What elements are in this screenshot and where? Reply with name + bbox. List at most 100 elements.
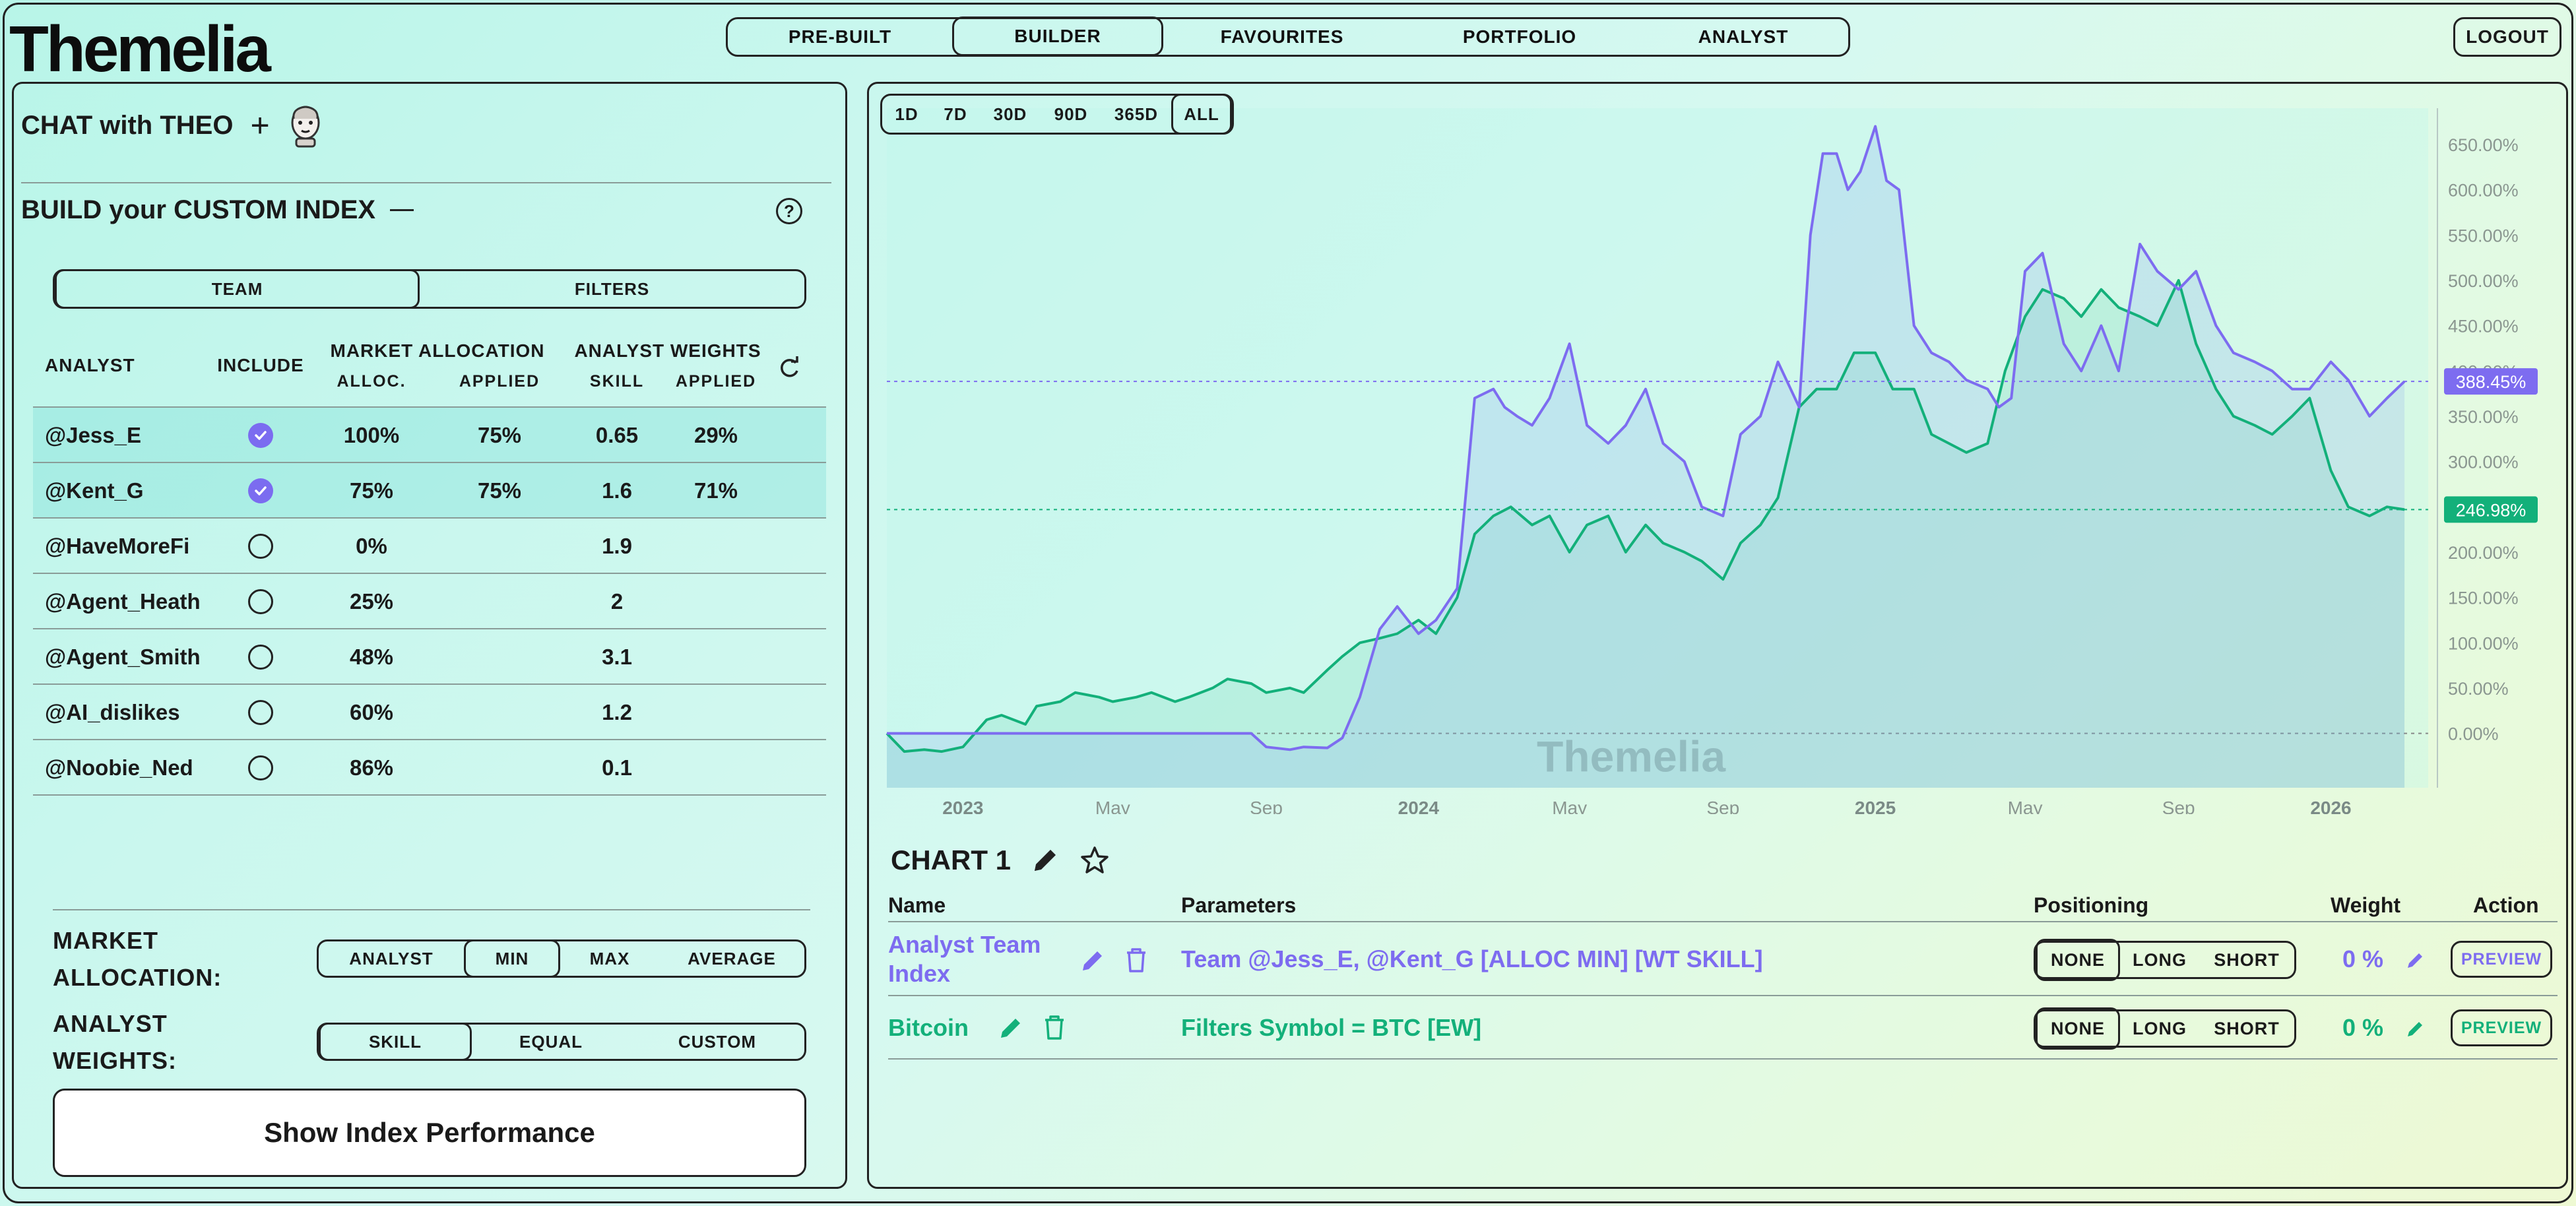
position-short[interactable]: SHORT xyxy=(2214,1018,2280,1038)
weight-option-skill[interactable]: SKILL xyxy=(319,1023,472,1061)
theo-avatar-icon[interactable] xyxy=(287,103,324,148)
analyst-name: @Kent_G xyxy=(45,478,144,503)
y-tick-label: 550.00% xyxy=(2448,226,2519,245)
include-checkbox-unchecked[interactable] xyxy=(248,755,273,780)
range-7d[interactable]: 7D xyxy=(944,104,967,124)
tab-team[interactable]: TEAM xyxy=(55,269,420,309)
skill-value: 0.65 xyxy=(595,423,639,447)
y-tick-label: 0.00% xyxy=(2448,724,2499,744)
range-90d[interactable]: 90D xyxy=(1054,104,1088,124)
edit-icon[interactable] xyxy=(998,1015,1024,1041)
alloc-applied-value: 75% xyxy=(477,423,522,447)
include-checkbox-checked[interactable] xyxy=(248,478,273,503)
position-none[interactable]: NONE xyxy=(2036,939,2120,981)
market-allocation-label: MARKET ALLOCATION: xyxy=(53,922,222,996)
x-tick-label: Sep xyxy=(1706,798,1739,814)
analyst-weights-label: ANALYST WEIGHTS: xyxy=(53,1005,177,1079)
edit-chart-icon[interactable] xyxy=(1031,846,1060,875)
tab-filters[interactable]: FILTERS xyxy=(574,278,650,299)
position-weight: 0 % xyxy=(2342,945,2384,972)
position-long[interactable]: LONG xyxy=(2133,949,2187,970)
param-key: Filters xyxy=(1181,1014,1253,1041)
range-all[interactable]: ALL xyxy=(1171,94,1232,135)
include-cell xyxy=(211,408,310,463)
help-icon[interactable]: ? xyxy=(776,198,802,224)
last-value-label: 246.98% xyxy=(2456,500,2527,520)
collapse-icon[interactable] xyxy=(390,209,414,211)
nav-prebuilt[interactable]: PRE-BUILT xyxy=(788,26,892,47)
show-index-performance-button[interactable]: Show Index Performance xyxy=(53,1089,806,1177)
edit-icon[interactable] xyxy=(1079,947,1106,974)
nav-builder[interactable]: BUILDER xyxy=(952,16,1163,56)
position-name[interactable]: Analyst Team Index xyxy=(888,930,1041,988)
time-range-selector: 1D 7D 30D 90D 365D ALL xyxy=(880,94,1234,135)
include-checkbox-unchecked[interactable] xyxy=(248,645,273,670)
edit-weight-icon[interactable] xyxy=(2406,1019,2426,1038)
position-parameters: Team @Jess_E, @Kent_G [ALLOC MIN] [WT SK… xyxy=(1181,922,1763,996)
analyst-row[interactable]: @AI_dislikes 60% 1.2 xyxy=(33,685,826,740)
chat-title: CHAT with THEO xyxy=(21,110,234,140)
position-name-line2: Index xyxy=(888,960,951,987)
col-action: Action xyxy=(2473,893,2539,917)
include-checkbox-unchecked[interactable] xyxy=(248,534,273,559)
alloc-applied-value: 75% xyxy=(477,478,522,503)
col-skill: SKILL xyxy=(589,372,645,391)
alloc-value: 25% xyxy=(349,589,394,614)
col-positioning: Positioning xyxy=(2034,893,2149,917)
position-name[interactable]: Bitcoin xyxy=(888,1014,969,1041)
performance-chart[interactable]: 650.00%600.00%550.00%500.00%450.00%400.0… xyxy=(867,82,2568,814)
analyst-row[interactable]: @Noobie_Ned 86% 0.1 xyxy=(33,740,826,796)
logout-button[interactable]: LOGOUT xyxy=(2453,17,2561,57)
analyst-table-header: ANALYST INCLUDE MARKET ALLOCATION ALLOC.… xyxy=(33,336,826,408)
range-365d[interactable]: 365D xyxy=(1114,104,1159,124)
chat-add-icon[interactable]: + xyxy=(250,107,270,144)
preview-button[interactable]: PREVIEW xyxy=(2451,1009,2552,1046)
delete-icon[interactable] xyxy=(1043,1013,1066,1041)
col-analyst: ANALYST xyxy=(45,355,135,375)
position-long[interactable]: LONG xyxy=(2133,1018,2187,1038)
app-logo[interactable]: Themelia xyxy=(9,13,271,85)
weight-applied-value xyxy=(666,629,765,685)
analyst-row[interactable]: @HaveMoreFi 0% 1.9 xyxy=(33,519,826,574)
preview-button[interactable]: PREVIEW xyxy=(2451,941,2552,978)
alloc-option-min[interactable]: MIN xyxy=(464,939,560,978)
position-short[interactable]: SHORT xyxy=(2214,949,2280,970)
alloc-option-average[interactable]: AVERAGE xyxy=(688,948,776,968)
alloc-option-analyst[interactable]: ANALYST xyxy=(349,948,434,968)
weight-option-equal[interactable]: EQUAL xyxy=(519,1031,583,1052)
nav-portfolio[interactable]: PORTFOLIO xyxy=(1462,26,1577,47)
refresh-icon[interactable] xyxy=(776,355,802,381)
nav-analyst[interactable]: ANALYST xyxy=(1698,26,1789,47)
range-1d[interactable]: 1D xyxy=(895,104,918,124)
chart-panel xyxy=(867,82,2568,1189)
series-line-bitcoin[interactable] xyxy=(886,278,2405,753)
build-title: BUILD your CUSTOM INDEX xyxy=(21,195,376,224)
chat-header: CHAT with THEO + xyxy=(21,103,324,148)
last-value-badge xyxy=(2444,368,2538,395)
analyst-row[interactable]: @Agent_Heath 25% 2 xyxy=(33,574,826,629)
col-alloc-applied: APPLIED xyxy=(459,372,540,391)
analyst-row[interactable]: @Agent_Smith 48% 3.1 xyxy=(33,629,826,685)
favourite-star-icon[interactable] xyxy=(1079,845,1110,875)
analyst-row[interactable]: @Kent_G 75% 75% 1.6 71% xyxy=(33,463,826,519)
checkmark-icon xyxy=(255,486,267,495)
alloc-option-max[interactable]: MAX xyxy=(589,948,630,968)
x-tick-label: 2024 xyxy=(1398,798,1440,814)
analyst-table: ANALYST INCLUDE MARKET ALLOCATION ALLOC.… xyxy=(33,336,826,796)
nav-favourites[interactable]: FAVOURITES xyxy=(1220,26,1344,47)
alloc-applied-value xyxy=(450,740,549,796)
include-checkbox-unchecked[interactable] xyxy=(248,700,273,725)
series-area-team-index xyxy=(887,126,2405,788)
weight-option-custom[interactable]: CUSTOM xyxy=(678,1031,757,1052)
include-checkbox-checked[interactable] xyxy=(248,423,273,448)
series-line-team-index[interactable] xyxy=(887,125,2406,751)
col-weight-applied: APPLIED xyxy=(675,372,757,391)
range-30d[interactable]: 30D xyxy=(993,104,1027,124)
analyst-name: @HaveMoreFi xyxy=(45,534,190,558)
include-checkbox-unchecked[interactable] xyxy=(248,589,273,614)
delete-icon[interactable] xyxy=(1124,946,1148,974)
position-none[interactable]: NONE xyxy=(2036,1007,2120,1050)
col-market-allocation: MARKET ALLOCATION xyxy=(330,340,545,361)
analyst-row[interactable]: @Jess_E 100% 75% 0.65 29% xyxy=(33,408,826,463)
edit-weight-icon[interactable] xyxy=(2406,950,2426,970)
